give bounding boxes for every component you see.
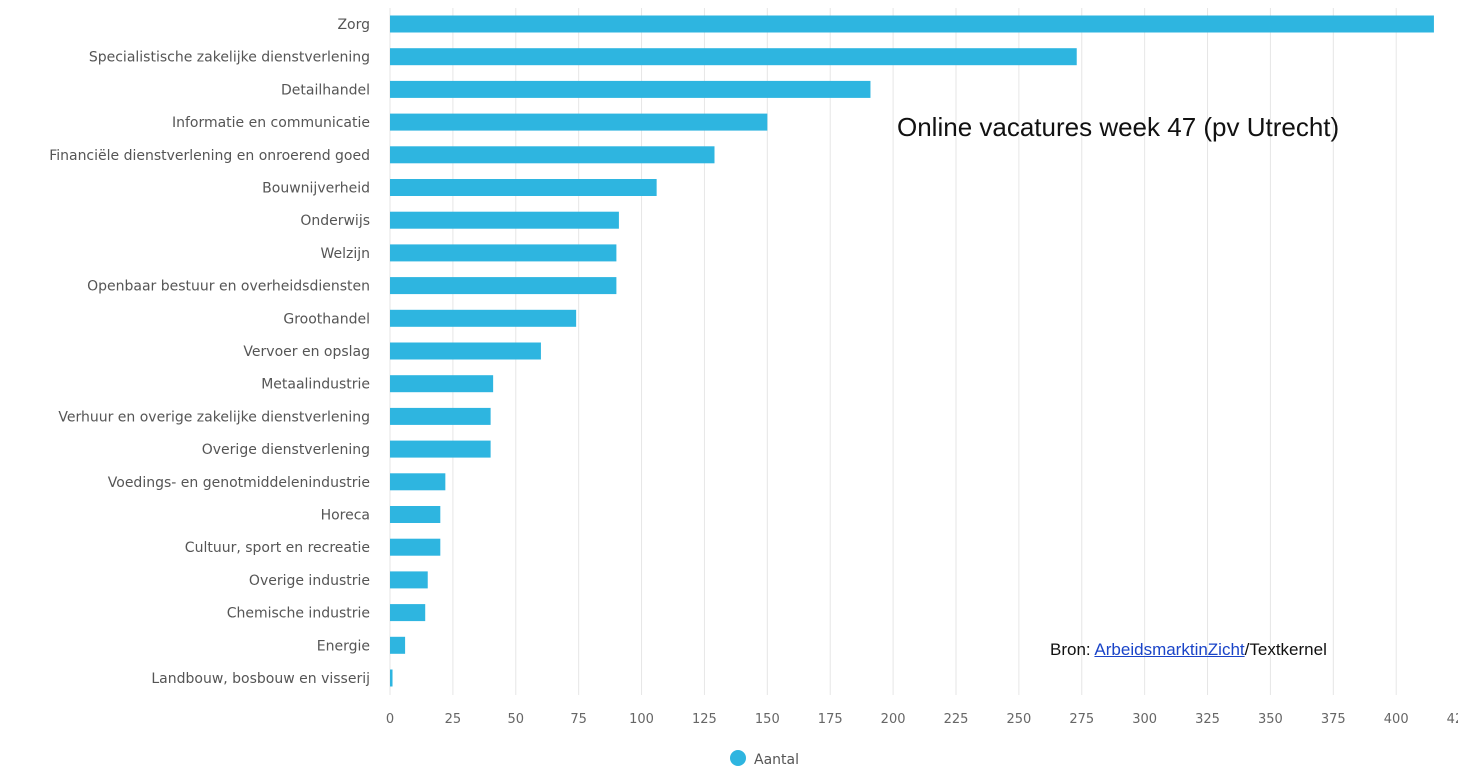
category-label: Voedings- en genotmiddelenindustrie — [108, 475, 370, 491]
category-label: Zorg — [337, 17, 370, 33]
source-note: Bron: ArbeidsmarktinZicht/Textkernel — [1050, 640, 1327, 660]
x-tick-label: 275 — [1069, 712, 1094, 727]
bar[interactable] — [390, 80, 871, 98]
chart-title: Online vacatures week 47 (pv Utrecht) — [897, 112, 1340, 142]
bar[interactable] — [390, 309, 577, 327]
x-tick-label: 225 — [944, 712, 969, 727]
bar[interactable] — [390, 604, 426, 622]
x-tick-label: 325 — [1195, 712, 1220, 727]
source-suffix: /Textkernel — [1244, 640, 1327, 659]
category-label: Onderwijs — [300, 213, 370, 229]
category-label: Bouwnijverheid — [262, 181, 370, 197]
bar[interactable] — [390, 538, 441, 556]
category-label: Chemische industrie — [227, 606, 370, 622]
bar[interactable] — [390, 179, 657, 196]
x-tick-label: 75 — [570, 712, 587, 727]
category-label: Energie — [317, 638, 370, 654]
bar[interactable] — [390, 571, 428, 589]
category-label: Cultuur, sport en recreatie — [185, 540, 370, 556]
x-tick-label: 0 — [386, 712, 394, 727]
category-labels: Zorg Specialistische zakelijke dienstverl… — [49, 17, 370, 687]
bar[interactable] — [390, 146, 715, 164]
x-tick-label: 50 — [508, 712, 525, 727]
category-label: Verhuur en overige zakelijke dienstverle… — [58, 409, 370, 425]
bar[interactable] — [390, 15, 1434, 33]
x-tick-label: 25 — [445, 712, 462, 727]
x-tick-label: 425 — [1447, 712, 1458, 727]
bar[interactable] — [390, 113, 768, 131]
category-label: Financiële dienstverlening en onroerend … — [49, 148, 370, 164]
category-label: Groothandel — [283, 311, 370, 327]
legend[interactable]: Aantal — [730, 750, 799, 766]
x-tick-label: 175 — [818, 712, 843, 727]
category-label: Vervoer en opslag — [243, 344, 370, 360]
bar[interactable] — [390, 48, 1077, 66]
category-label: Detailhandel — [281, 82, 370, 98]
x-tick-label: 400 — [1384, 712, 1409, 727]
x-tick-label: 350 — [1258, 712, 1283, 727]
category-label: Specialistische zakelijke dienstverlenin… — [89, 50, 370, 66]
bar[interactable] — [390, 407, 491, 425]
bar[interactable] — [390, 669, 393, 687]
category-label: Horeca — [321, 508, 370, 524]
source-link[interactable]: ArbeidsmarktinZicht — [1094, 640, 1245, 659]
bar[interactable] — [390, 636, 406, 654]
category-label: Informatie en communicatie — [172, 115, 370, 131]
source-prefix: Bron: — [1050, 640, 1095, 659]
x-tick-label: 375 — [1321, 712, 1346, 727]
bar[interactable] — [390, 440, 491, 458]
bar[interactable] — [390, 506, 441, 523]
category-label: Openbaar bestuur en overheidsdiensten — [87, 279, 370, 295]
x-tick-label: 150 — [755, 712, 780, 727]
bar[interactable] — [390, 211, 619, 229]
x-tick-label: 125 — [692, 712, 717, 727]
bars — [390, 15, 1434, 687]
category-label: Welzijn — [320, 246, 370, 262]
x-tick-label: 200 — [881, 712, 906, 727]
bar[interactable] — [390, 342, 541, 360]
bar[interactable] — [390, 375, 494, 393]
bar[interactable] — [390, 277, 617, 295]
x-axis-tick-labels: 0 25 50 75 100 125 150 175 200 225 250 275 300 325 350… — [386, 712, 1458, 727]
legend-swatch — [730, 750, 746, 766]
legend-label: Aantal — [754, 752, 799, 766]
category-label: Overige industrie — [249, 573, 370, 589]
category-label: Metaalindustrie — [261, 377, 370, 393]
bar[interactable] — [390, 244, 617, 262]
bar[interactable] — [390, 473, 446, 491]
x-tick-label: 100 — [629, 712, 654, 727]
x-tick-label: 300 — [1132, 712, 1157, 727]
category-label: Overige dienstverlening — [202, 442, 370, 458]
x-tick-label: 250 — [1006, 712, 1031, 727]
category-label: Landbouw, bosbouw en visserij — [151, 671, 370, 687]
